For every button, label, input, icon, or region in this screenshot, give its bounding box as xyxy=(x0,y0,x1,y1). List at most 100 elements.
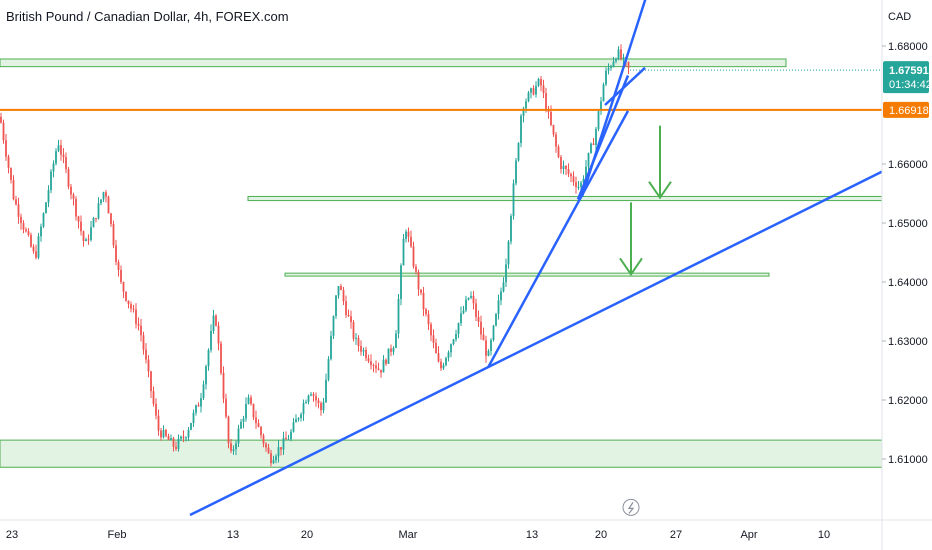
candle-body xyxy=(435,342,437,354)
support-zone-bottom xyxy=(0,439,883,468)
candle-body xyxy=(2,122,5,141)
candle-body xyxy=(535,85,537,95)
candle-body xyxy=(377,368,380,370)
candle-body xyxy=(117,262,120,271)
candle-body xyxy=(95,218,97,220)
candle-body xyxy=(187,429,190,438)
candle-body xyxy=(277,447,280,457)
candle-body xyxy=(327,359,330,380)
mid-trendline[interactable] xyxy=(576,75,630,200)
candle-body xyxy=(537,78,540,86)
candle-body xyxy=(152,391,155,404)
candle-body xyxy=(485,340,487,356)
candle-body xyxy=(7,156,10,168)
candle-body xyxy=(345,301,347,315)
candle-body xyxy=(175,446,177,449)
support-zones xyxy=(0,58,883,468)
candle-body xyxy=(230,443,232,451)
candle-body xyxy=(62,154,65,158)
candle-body xyxy=(382,359,385,373)
candle-body xyxy=(372,365,375,367)
short-trendline[interactable] xyxy=(604,66,646,106)
candle-body xyxy=(165,430,167,436)
projection-arrow-2[interactable] xyxy=(619,202,643,277)
candle-body xyxy=(135,309,137,324)
time-axis[interactable]: 23 Feb 13 20 Mar 13 20 27 Apr 10 xyxy=(0,519,932,541)
candle-body xyxy=(102,192,105,200)
candle-body xyxy=(557,146,560,158)
candle-body xyxy=(335,295,337,317)
candle-body xyxy=(385,359,387,364)
candle-body xyxy=(427,314,430,325)
candle-body xyxy=(572,176,575,183)
candle-body xyxy=(390,348,392,352)
current-price-badge[interactable] xyxy=(883,61,929,94)
candle-body xyxy=(475,303,477,317)
y-tick-label: 1.65000 xyxy=(888,218,928,230)
candle-body xyxy=(457,323,460,334)
candle-body xyxy=(367,358,370,362)
candle-body xyxy=(205,366,207,385)
y-tick-label: 1.61000 xyxy=(888,454,928,466)
candle-body xyxy=(255,417,257,424)
candle-body xyxy=(67,169,70,187)
candle-body xyxy=(185,437,187,439)
level-price-badge[interactable] xyxy=(883,101,929,118)
candle-body xyxy=(492,325,495,341)
candle-body xyxy=(265,443,267,448)
candle-body xyxy=(560,157,562,170)
candle-body xyxy=(150,371,152,392)
candle-body xyxy=(90,227,92,240)
candle-body xyxy=(167,435,170,441)
candle-body xyxy=(27,231,30,235)
drawings[interactable] xyxy=(0,0,883,517)
resistance-zone-top xyxy=(0,58,787,68)
candle-body xyxy=(487,350,490,356)
x-tick-label: 20 xyxy=(595,529,607,541)
arrow-head xyxy=(648,181,672,200)
candle-body xyxy=(130,304,132,309)
candle-body xyxy=(215,315,217,326)
candle-body xyxy=(425,309,427,315)
candle-body xyxy=(330,335,332,360)
candle-body xyxy=(142,335,145,350)
candle-body xyxy=(177,438,180,449)
candle-body xyxy=(417,271,420,290)
main-trendline[interactable] xyxy=(189,170,883,517)
candle-body xyxy=(420,289,422,293)
candle-body xyxy=(595,128,597,145)
candle-body xyxy=(332,316,335,336)
candle-body xyxy=(520,115,522,144)
candle-body xyxy=(462,310,465,314)
candle-body xyxy=(620,49,622,59)
candle-body xyxy=(552,124,555,135)
candle-body xyxy=(607,68,610,71)
candle-body xyxy=(37,236,40,258)
lightning-icon[interactable] xyxy=(622,498,640,516)
candle-body xyxy=(285,437,287,440)
candle-body xyxy=(222,372,225,399)
candle-body xyxy=(192,412,195,424)
candle-body xyxy=(52,163,55,172)
candle-body xyxy=(337,286,340,296)
candle-body xyxy=(465,299,467,311)
candle-body xyxy=(55,151,57,164)
candle-body xyxy=(580,182,582,187)
price-axis[interactable]: CAD 1.68000 1.66000 1.65000 1.64000 1.63000 1.… xyxy=(881,0,932,550)
candle-body xyxy=(137,323,140,326)
candle-body xyxy=(15,199,17,205)
candle-body xyxy=(317,400,320,404)
candle-body xyxy=(562,165,565,170)
candle-body xyxy=(0,116,2,123)
candle-body xyxy=(217,325,220,344)
candle-body xyxy=(155,403,157,416)
candle-body xyxy=(20,216,22,224)
candle-body xyxy=(92,218,95,228)
candle-body xyxy=(307,395,310,403)
steep-trendline[interactable] xyxy=(486,110,630,369)
top-trendline[interactable] xyxy=(580,0,655,197)
candle-body xyxy=(585,166,587,179)
projection-arrow-1[interactable] xyxy=(648,125,672,200)
candle-body xyxy=(80,221,82,232)
